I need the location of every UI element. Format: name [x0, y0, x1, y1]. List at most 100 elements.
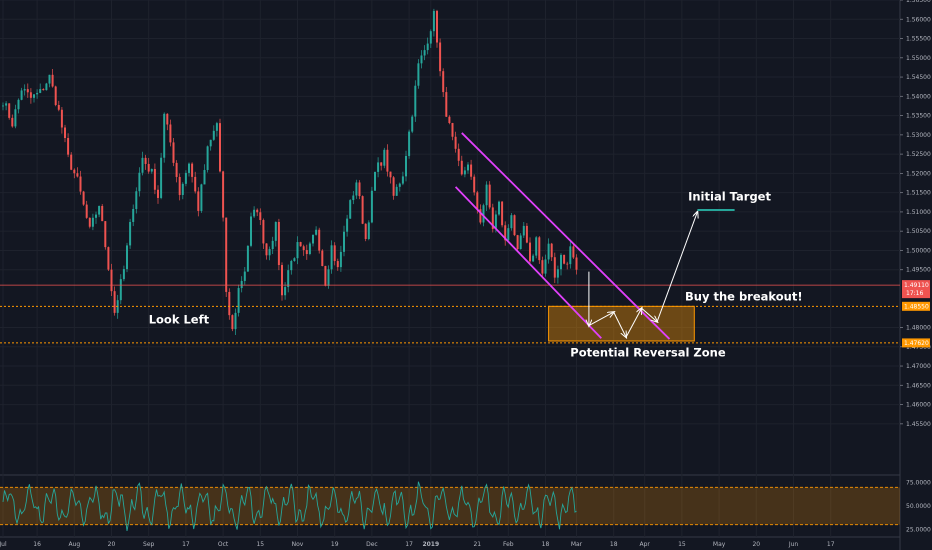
time-tick-label: 20	[752, 541, 760, 548]
candle-body	[417, 63, 420, 86]
candle-body	[519, 235, 522, 250]
annotation-label: Look Left	[149, 313, 210, 327]
candle-body	[107, 247, 110, 270]
candle-body	[259, 212, 262, 221]
candle-body	[42, 89, 45, 91]
candle-body	[389, 171, 392, 178]
time-tick-label: 19	[331, 541, 339, 548]
candle-body	[380, 162, 383, 166]
candlestick-series	[2, 8, 578, 336]
candle-body	[432, 10, 435, 32]
candle-body	[160, 157, 163, 198]
candle-body	[284, 287, 287, 296]
candle-body	[383, 149, 386, 166]
candle-body	[101, 205, 104, 222]
candle-body	[522, 225, 525, 236]
candle-body	[191, 163, 194, 177]
candle-body	[11, 117, 14, 127]
candle-body	[122, 269, 125, 280]
time-tick-label: 16	[33, 541, 41, 548]
candle-body	[414, 85, 417, 117]
candle-body	[228, 291, 231, 316]
candle-body	[2, 105, 4, 107]
candle-body	[163, 113, 166, 158]
candle-body	[29, 92, 32, 98]
candle-body	[408, 131, 411, 156]
candle-body	[293, 258, 296, 262]
candle-body	[73, 169, 76, 174]
candle-body	[225, 217, 228, 292]
candle-body	[33, 94, 35, 98]
candle-body	[157, 189, 159, 198]
time-tick-label: Nov	[292, 541, 304, 548]
time-tick-label: Sep	[143, 541, 155, 548]
candle-body	[98, 205, 101, 215]
candle-body	[367, 222, 370, 240]
candle-body	[532, 255, 535, 262]
candle-body	[451, 123, 454, 137]
annotation-label: Initial Target	[688, 189, 771, 203]
candle-body	[386, 149, 389, 172]
level-price-tag	[902, 301, 930, 311]
annotation-label: Potential Reversal Zone	[570, 345, 726, 359]
candle-body	[361, 196, 364, 224]
candle-body	[126, 245, 128, 270]
candle-body	[132, 208, 135, 222]
time-tick-label: 15	[256, 541, 264, 548]
candle-body	[553, 257, 556, 278]
price-tick-label: 1.54000	[906, 93, 931, 100]
candle-body	[45, 83, 48, 91]
current-price-label: 1.49110	[904, 282, 929, 289]
candle-body	[135, 191, 138, 209]
time-axis: Jul 16 Aug 20 Sep 17 Oct 15 Nov 19 Dec 17 2019 21 Feb 1…	[0, 541, 835, 548]
candle-body	[23, 89, 26, 91]
candle-body	[560, 254, 562, 270]
candle-body	[374, 171, 376, 191]
oscillator-pane: 75.0000 50.0000 25.0000	[0, 480, 931, 533]
candle-body	[448, 116, 451, 124]
candle-body	[321, 250, 324, 267]
price-tick-label: 1.55500	[906, 36, 931, 43]
candle-body	[473, 176, 476, 193]
time-tick-label: 15	[678, 541, 686, 548]
time-tick-label: 2019	[422, 541, 439, 548]
candle-body	[370, 190, 373, 223]
candle-body	[277, 221, 280, 266]
time-tick-label: Jun	[788, 541, 799, 548]
candle-body	[436, 10, 438, 43]
candle-body	[271, 240, 274, 250]
time-tick-label: Oct	[218, 541, 229, 548]
candle-body	[330, 245, 333, 270]
candle-body	[110, 269, 113, 292]
candle-body	[281, 265, 283, 296]
time-tick-label: 17	[405, 541, 413, 548]
candle-body	[240, 280, 243, 289]
candle-body	[256, 209, 259, 213]
candle-body	[274, 221, 277, 241]
price-tick-label: 1.46500	[906, 382, 931, 389]
candle-body	[129, 221, 132, 246]
time-tick-label: Feb	[503, 541, 514, 548]
candle-body	[470, 164, 473, 177]
candle-body	[333, 245, 336, 262]
candle-body	[119, 279, 122, 301]
candle-body	[206, 146, 209, 170]
candle-body	[538, 237, 541, 261]
bar-countdown-label: 17:16	[906, 290, 923, 297]
projection-arrow	[613, 311, 626, 337]
candle-body	[79, 176, 82, 192]
candle-body	[566, 263, 569, 265]
level-price-tag	[902, 338, 930, 348]
price-tick-label: 1.51000	[906, 209, 931, 216]
price-tick-label: 1.45500	[906, 421, 931, 428]
candle-body	[104, 221, 107, 248]
candle-body	[172, 142, 175, 163]
candle-body	[305, 250, 308, 254]
time-tick-label: Apr	[640, 541, 651, 548]
time-tick-label: Aug	[68, 541, 80, 548]
candle-body	[169, 124, 172, 143]
candle-body	[457, 148, 460, 161]
candle-body	[215, 123, 218, 131]
price-tick-label: 1.46000	[906, 402, 931, 409]
